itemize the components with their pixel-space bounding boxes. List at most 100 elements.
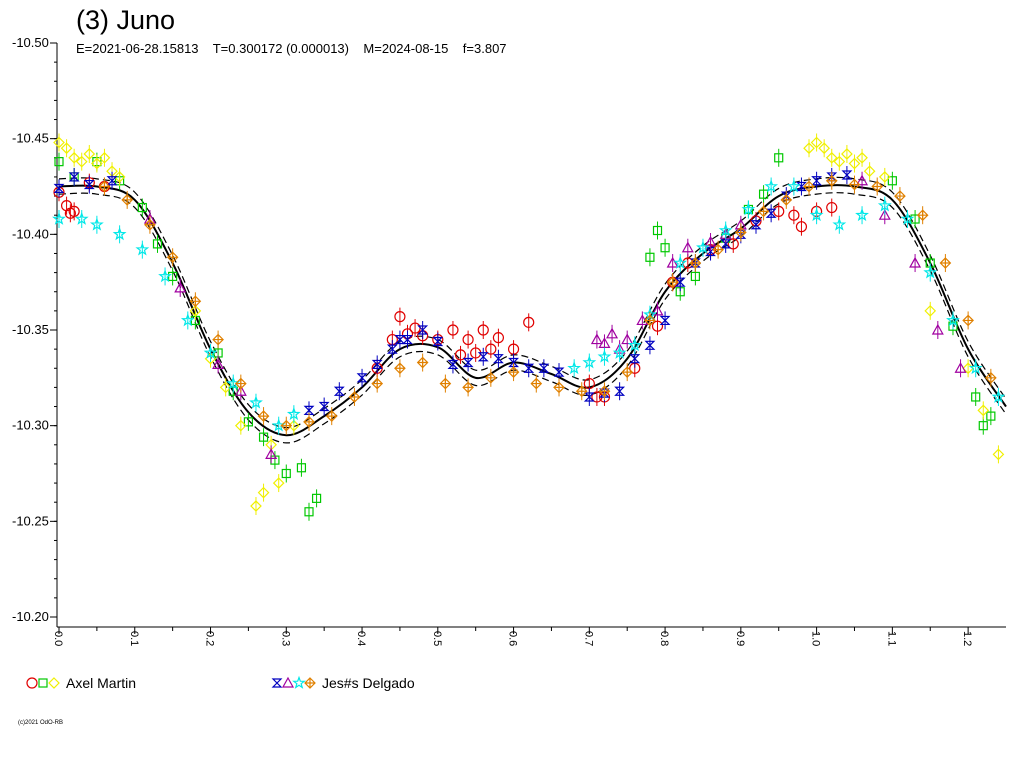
data-point	[454, 349, 467, 361]
y-tick-label: -10.35	[12, 322, 49, 337]
data-point	[447, 359, 459, 370]
data-point	[553, 367, 565, 377]
x-tick-label: 0.0	[52, 631, 64, 646]
data-point	[712, 243, 724, 256]
data-point	[394, 362, 406, 375]
data-point	[135, 242, 150, 256]
data-point	[916, 209, 929, 222]
data-point	[764, 179, 779, 193]
x-tick-label: 0.3	[279, 631, 291, 646]
data-point	[257, 486, 270, 499]
data-point	[758, 189, 769, 199]
legend-symbol	[38, 678, 48, 688]
data-point	[848, 178, 861, 191]
data-point	[774, 153, 784, 163]
data-point	[477, 352, 489, 362]
data-point	[795, 221, 808, 233]
x-tick-label: 1.2	[961, 631, 973, 646]
data-point	[803, 142, 815, 155]
data-point	[492, 332, 505, 344]
data-point	[871, 180, 884, 193]
data-point	[971, 392, 981, 402]
data-point	[394, 311, 406, 323]
legend-label: Axel Martin	[66, 675, 136, 691]
data-point	[863, 165, 876, 178]
data-point	[645, 252, 655, 262]
x-tick-label: 0.9	[734, 631, 746, 646]
data-point	[60, 142, 73, 155]
data-point	[780, 194, 793, 206]
data-point	[757, 205, 770, 218]
data-point	[629, 354, 641, 364]
data-point	[878, 171, 891, 183]
data-points	[52, 133, 1006, 521]
data-point	[89, 217, 104, 231]
data-point	[462, 381, 474, 394]
data-point	[53, 183, 65, 194]
data-point	[68, 205, 80, 217]
data-point	[144, 218, 156, 231]
data-point	[825, 174, 838, 187]
x-tick-label: 0.4	[355, 631, 367, 646]
data-point	[878, 208, 891, 220]
data-point	[855, 207, 869, 222]
data-point	[137, 202, 147, 213]
data-point	[484, 371, 497, 384]
legend-symbol	[281, 676, 295, 688]
data-point	[523, 363, 535, 373]
data-point	[674, 277, 686, 287]
chart-subtitle: E=2021-06-28.15813 T=0.300172 (0.000013)…	[76, 41, 507, 56]
data-point	[652, 225, 663, 236]
data-point	[900, 211, 915, 225]
x-ticks: 0.0 0.1 0.2 0.3 0.4 0.5 0.6 0.7 0.8 0.9 1.0 1.1 1.2	[52, 627, 973, 646]
data-point	[741, 202, 756, 216]
data-point	[696, 240, 710, 254]
data-point	[567, 360, 582, 375]
data-point	[91, 157, 103, 170]
data-point	[651, 304, 664, 316]
data-point	[923, 265, 938, 279]
data-point	[203, 345, 218, 359]
data-point	[432, 336, 444, 347]
series-square	[54, 148, 996, 521]
data-point	[219, 381, 232, 394]
data-point	[984, 371, 997, 384]
y-tick-label: -10.40	[12, 226, 49, 241]
series-hourglass	[53, 166, 853, 420]
data-point	[180, 313, 195, 327]
x-tick-label: 0.2	[204, 631, 216, 646]
data-point	[523, 316, 535, 328]
data-point	[166, 251, 179, 264]
data-point	[386, 344, 398, 354]
data-point	[826, 201, 838, 214]
data-point	[690, 271, 700, 282]
data-point	[553, 381, 565, 394]
data-point	[681, 241, 694, 253]
data-point	[992, 448, 1005, 461]
data-point	[250, 500, 262, 512]
data-point	[803, 180, 815, 193]
data-point	[718, 223, 733, 237]
data-point	[689, 257, 702, 269]
data-point	[83, 179, 95, 190]
data-point	[894, 190, 906, 202]
data-point	[174, 281, 187, 293]
y-tick-label: -10.50	[12, 35, 49, 50]
data-point	[325, 410, 338, 422]
data-point	[765, 208, 777, 218]
data-point	[402, 334, 413, 345]
data-point	[660, 243, 670, 253]
data-point	[394, 334, 406, 345]
data-point	[597, 349, 612, 363]
data-point	[986, 411, 996, 421]
data-point	[750, 220, 762, 230]
data-point	[621, 366, 634, 378]
data-point	[627, 338, 642, 352]
data-point	[727, 238, 739, 250]
data-point	[991, 389, 1006, 403]
x-tick-label: 0.6	[507, 631, 519, 646]
data-point	[439, 377, 452, 390]
data-point	[841, 170, 853, 180]
data-point	[809, 207, 824, 222]
